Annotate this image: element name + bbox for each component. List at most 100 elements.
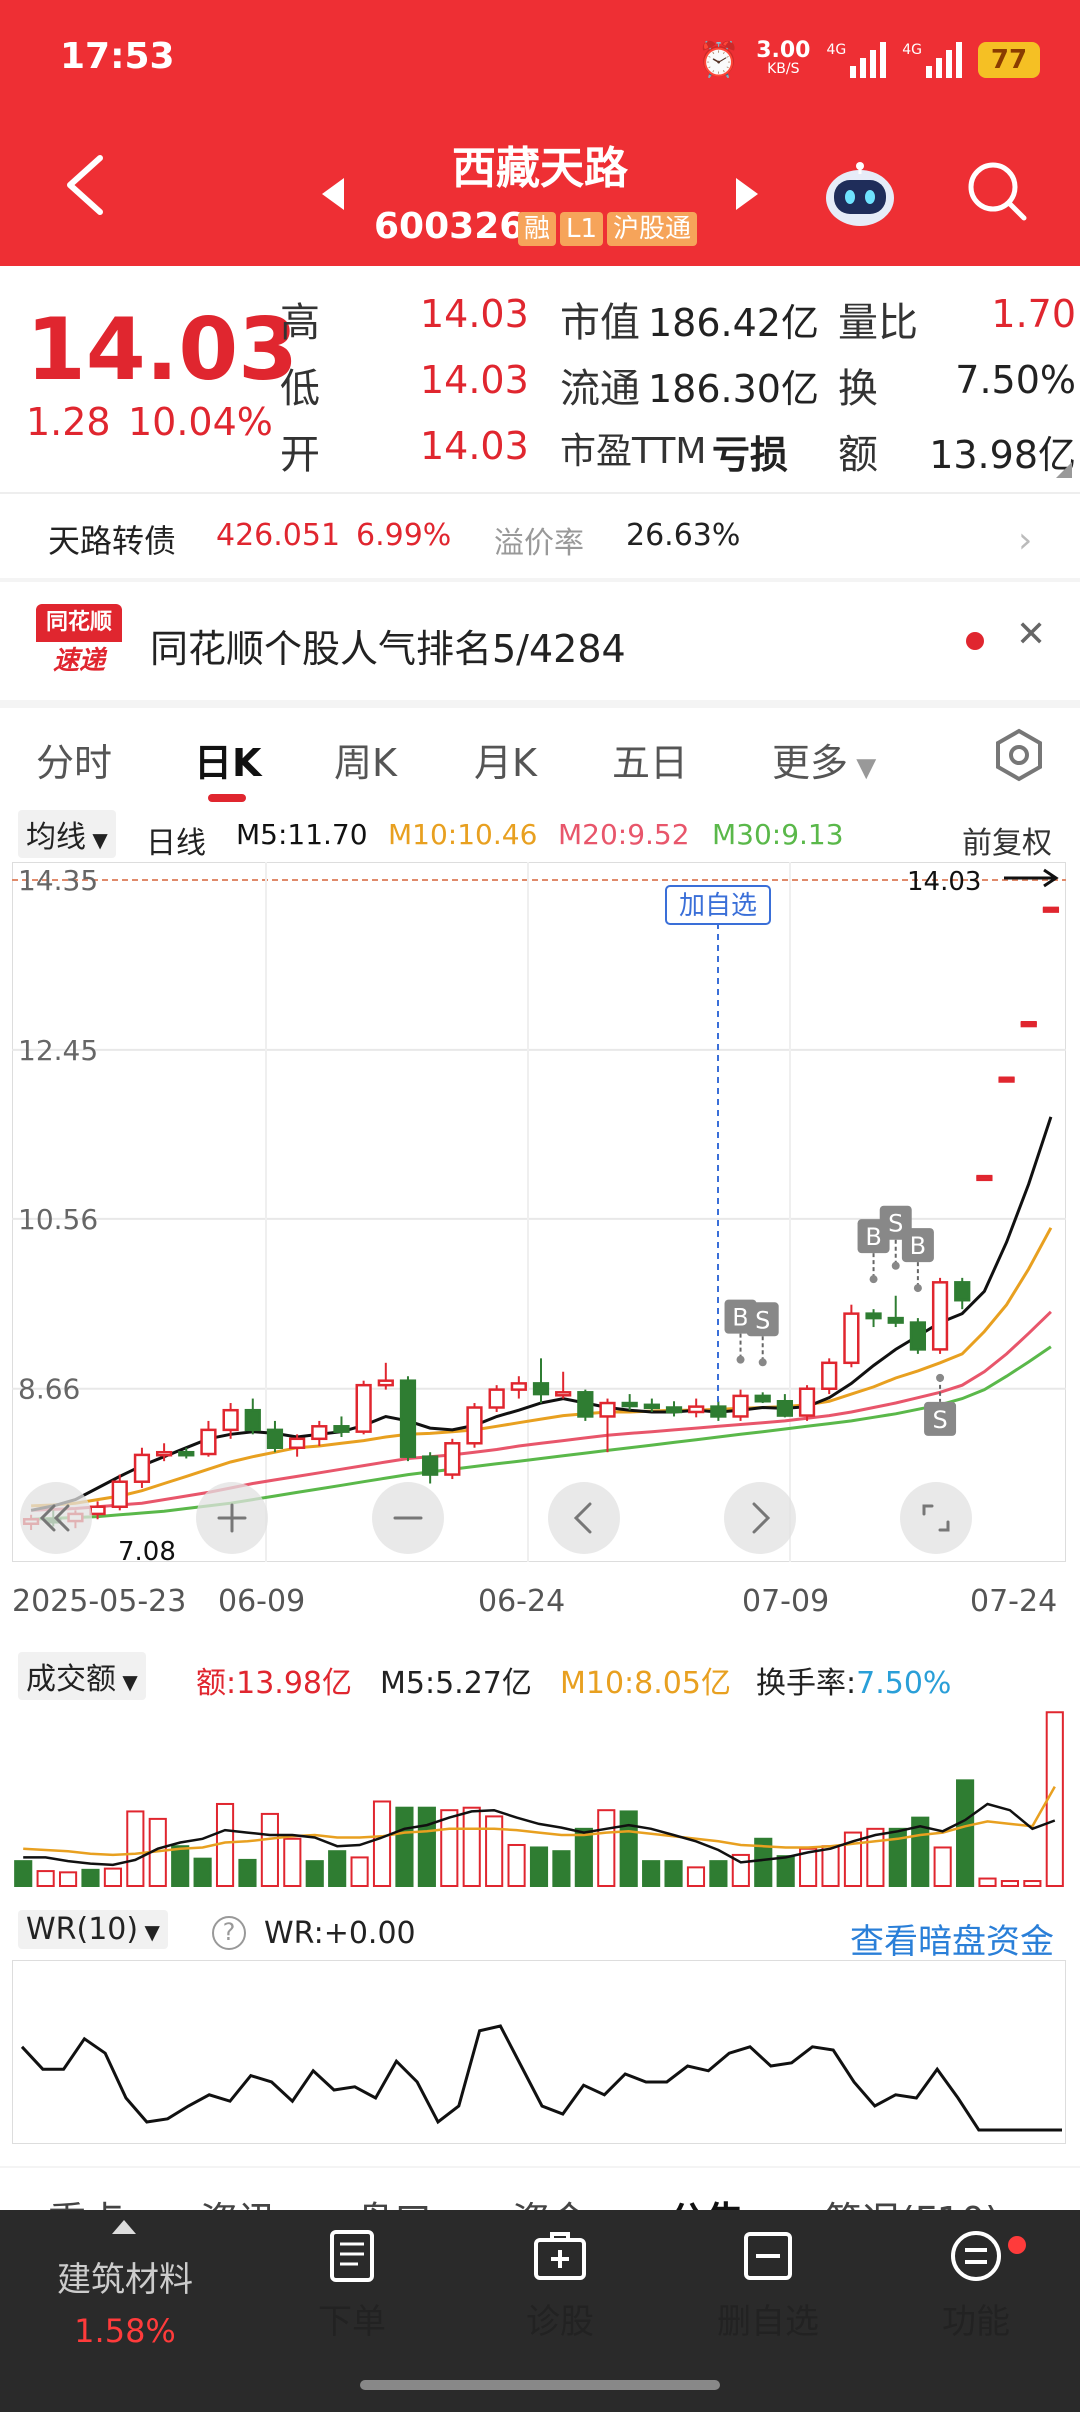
low-price-marker: 7.08 [118, 1537, 176, 1562]
remove-watch-label: 删自选 [717, 2302, 819, 2342]
tab-weekly-k[interactable]: 周K [334, 741, 397, 785]
add-watch-tag-box[interactable] [665, 885, 771, 925]
svg-text:B: B [910, 1232, 926, 1260]
sell-signal-marker[interactable]: S [746, 1302, 779, 1367]
volume-bar [417, 1806, 436, 1887]
ma-line-m20 [31, 1310, 1052, 1512]
fullscreen-icon[interactable] [900, 1482, 972, 1554]
tab-monthly-k[interactable]: 月K [474, 741, 537, 785]
volume-bar [956, 1779, 975, 1887]
subtab-orderbook[interactable]: 盘口 [356, 2190, 432, 2212]
volume-bar [350, 1856, 369, 1888]
subtab-announcement[interactable]: 公告 [668, 2190, 744, 2212]
volume-indicator-selector[interactable]: 成交额 ▼ [18, 1652, 146, 1700]
medical-kit-icon [534, 2232, 586, 2280]
volume-m5: M5:5.27亿 [380, 1666, 532, 1701]
ma30-value: M30:9.13 [712, 818, 844, 851]
tag-connect: 沪股通 [607, 212, 698, 246]
scroll-left-icon[interactable] [548, 1482, 620, 1554]
chevron-right-icon[interactable]: › [1018, 520, 1033, 561]
home-indicator [360, 2380, 720, 2390]
news-text[interactable]: 同花顺个股人气排名5/4284 [150, 627, 626, 671]
low-value: 14.03 [420, 358, 529, 402]
function-button[interactable]: 功能 [886, 2228, 1066, 2343]
news-banner[interactable] [0, 582, 1080, 700]
subtab-f10[interactable]: 简况(F10) [824, 2190, 1000, 2212]
tab-intraday[interactable]: 分时 [36, 741, 113, 785]
candle [510, 1376, 527, 1399]
svg-text:S: S [755, 1306, 770, 1334]
pe-value: 亏损 [712, 433, 789, 477]
subtab-news[interactable]: 资讯 [200, 2190, 276, 2212]
market-cap-value: 186.42亿 [648, 301, 819, 345]
ma-line-m10 [31, 1227, 1053, 1508]
dark-pool-link[interactable]: 查看暗盘资金 [850, 1922, 1054, 1962]
settings-icon[interactable] [992, 728, 1046, 782]
alarm-icon: ⏰ [697, 40, 741, 80]
candle [244, 1398, 261, 1435]
volume-bar [103, 1867, 122, 1888]
y-tick-label: 8.66 [18, 1373, 80, 1406]
float-cap-value: 186.30亿 [648, 367, 819, 411]
candle [399, 1376, 417, 1462]
caret-up-icon[interactable] [110, 2218, 138, 2236]
buy-signal-marker[interactable]: B [901, 1228, 934, 1293]
scroll-right-icon[interactable] [724, 1482, 796, 1554]
candle [643, 1398, 660, 1412]
svg-text:S: S [888, 1210, 903, 1238]
back-icon[interactable] [60, 150, 110, 220]
amount-value: 13.98亿 [929, 433, 1076, 477]
remove-watch-button[interactable]: 删自选 [678, 2228, 858, 2343]
volume-bar [933, 1846, 952, 1888]
ma-selector[interactable]: 均线 ▼ [18, 810, 116, 858]
expand-corner-icon[interactable] [1056, 462, 1072, 478]
bottom-action-bar [0, 2210, 1080, 2412]
adjust-mode[interactable]: 前复权 [962, 826, 1052, 861]
collapse-icon[interactable] [20, 1482, 92, 1554]
order-button[interactable]: 下单 [262, 2228, 442, 2343]
search-icon[interactable] [964, 158, 1030, 224]
sector-name[interactable]: 建筑材料 [57, 2260, 193, 2300]
wr-indicator-selector[interactable]: WR(10) ▼ [18, 1910, 168, 1949]
close-icon[interactable]: ✕ [1016, 614, 1047, 655]
diagnose-button[interactable]: 诊股 [470, 2228, 650, 2343]
wr-chart[interactable] [12, 1960, 1066, 2144]
help-icon[interactable]: ? [212, 1916, 246, 1950]
minus-square-icon [744, 2232, 792, 2280]
last-price: 14.03 [26, 300, 299, 400]
candle [178, 1447, 195, 1459]
volume-bar [238, 1858, 257, 1887]
subtab-funds[interactable]: 资金 [512, 2190, 588, 2212]
volume-bar [171, 1845, 190, 1888]
candle [821, 1358, 838, 1395]
zoom-in-icon[interactable] [196, 1482, 268, 1554]
tab-more[interactable]: 更多 ▼ [772, 741, 877, 785]
candle [577, 1389, 594, 1421]
cb-premium-label: 溢价率 [494, 526, 584, 561]
caret-down-icon: ▼ [138, 1920, 160, 1944]
zoom-out-icon[interactable] [372, 1482, 444, 1554]
candle [200, 1420, 217, 1457]
volume-amount: 额:13.98亿 [196, 1666, 352, 1701]
svg-text:B: B [732, 1304, 748, 1332]
volume-bar [597, 1809, 616, 1887]
next-stock-icon[interactable] [732, 174, 762, 214]
candle [776, 1394, 793, 1418]
volume-chart[interactable] [12, 1704, 1066, 1890]
tab-indicator [208, 794, 246, 802]
volume-bar [552, 1850, 571, 1887]
volume-ratio-value: 1.70 [991, 292, 1076, 336]
candle [710, 1401, 727, 1421]
convertible-bond-row[interactable] [0, 494, 1080, 578]
tab-daily-k[interactable]: 日K [194, 741, 262, 785]
divider [0, 492, 1080, 494]
robot-assistant-icon[interactable] [822, 160, 898, 230]
tab-five-day[interactable]: 五日 [612, 741, 689, 785]
prev-stock-icon[interactable] [318, 174, 348, 214]
subtab-focus[interactable]: 重点 [48, 2190, 124, 2212]
arrow-right-icon [1004, 868, 1059, 888]
candle [311, 1420, 328, 1446]
add-watch-tag[interactable]: 加自选 [679, 891, 757, 921]
signal-icon: 4G [826, 42, 887, 78]
